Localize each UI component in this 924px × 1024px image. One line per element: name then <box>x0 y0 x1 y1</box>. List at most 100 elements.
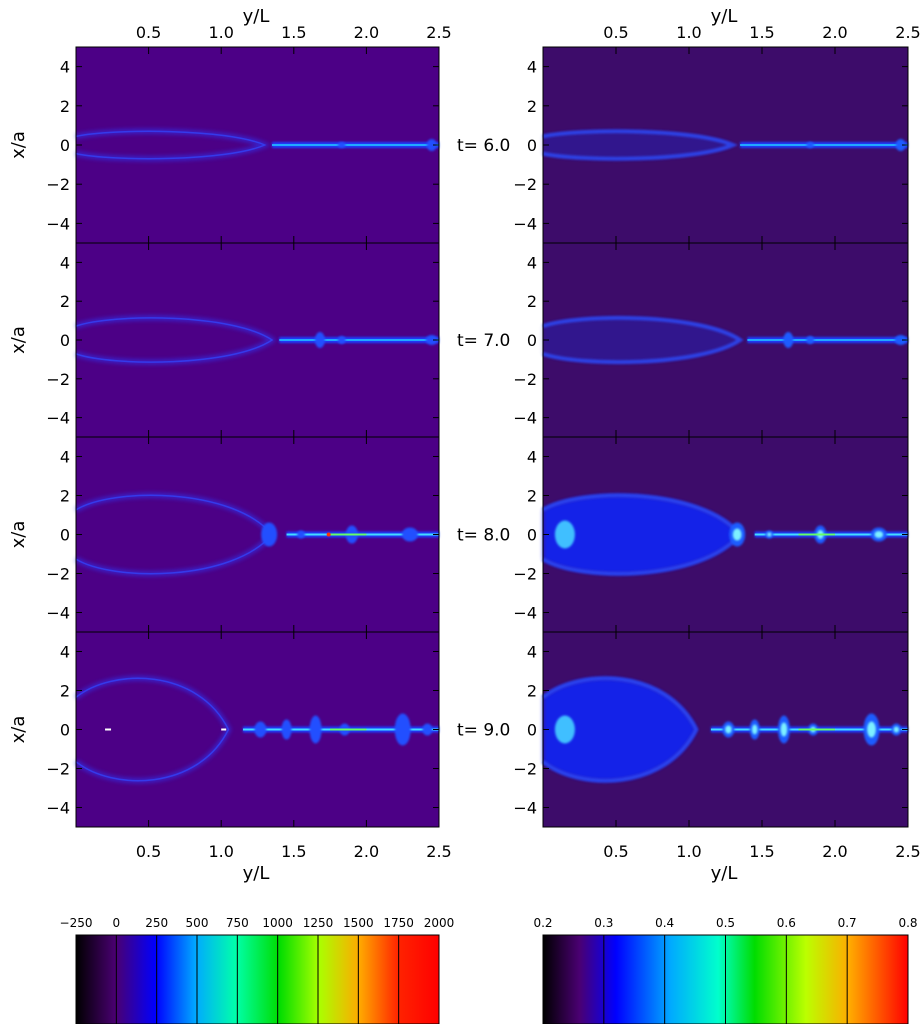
y-tick-label: −2 <box>46 175 70 194</box>
top-x-tick-label: 1.0 <box>676 23 701 42</box>
colorbar-right-tick-label: 0.8 <box>898 916 917 930</box>
small-plasmoid <box>426 139 437 151</box>
colorbar-left-tick-label: 750 <box>226 916 249 930</box>
colorbar-right-frame <box>542 934 909 1024</box>
y-axis-label: x/a <box>8 326 29 354</box>
colorbar-left-tick-label: 2000 <box>424 916 455 930</box>
y-tick-label: 2 <box>60 487 70 506</box>
hot-spot <box>326 532 331 537</box>
small-plasmoid <box>401 527 418 542</box>
small-plasmoid <box>309 715 322 744</box>
colorbar-right-tick-label: 0.5 <box>716 916 735 930</box>
y-tick-label: −4 <box>46 214 70 233</box>
plasmoid-region <box>543 495 741 574</box>
x-tick-label: 2.5 <box>426 842 451 861</box>
time-label: t= 6.0 <box>457 136 510 156</box>
y-tick-label: −2 <box>513 760 537 779</box>
current-sheet <box>279 339 439 341</box>
plasmoid-region <box>543 131 733 159</box>
plasmoid-core <box>725 725 732 734</box>
hot-spot <box>798 533 835 536</box>
top-x-tick-label: 2.0 <box>822 23 847 42</box>
x-tick-label: 2.5 <box>895 842 920 861</box>
y-tick-label: −4 <box>513 214 537 233</box>
y-tick-label: 2 <box>527 292 537 311</box>
y-tick-label: 0 <box>60 721 70 740</box>
colorbar-left-tick-label: 1750 <box>383 916 414 930</box>
top-x-tick-label: 2.5 <box>895 23 920 42</box>
small-plasmoid <box>425 335 438 345</box>
x-tick-label: 1.0 <box>208 842 233 861</box>
y-tick-label: 4 <box>60 448 70 467</box>
y-tick-label: 4 <box>527 643 537 662</box>
y-tick-label: 0 <box>60 136 70 155</box>
y-tick-label: −2 <box>46 760 70 779</box>
colorbar-left-tick-label: 0 <box>113 916 121 930</box>
time-label: t= 8.0 <box>457 526 510 546</box>
colorbar-left-frame <box>75 934 440 1024</box>
y-tick-label: 2 <box>527 682 537 701</box>
hot-spot <box>221 728 227 731</box>
y-axis-label: x/a <box>8 716 29 744</box>
plasmoid-core <box>867 721 876 738</box>
axes-layer: 4 2 0 −2 −4 x/a 4 2 0 −2 −4 x/a 4 2 0 −2 −4 x/a 4 2 0 −2 −4 x/a… <box>8 23 921 861</box>
y-tick-label: 2 <box>60 292 70 311</box>
small-plasmoid <box>806 336 815 344</box>
y-tick-label: 4 <box>527 253 537 272</box>
small-plasmoid <box>806 142 815 148</box>
separatrix <box>542 315 744 365</box>
plasmoid-region <box>543 317 741 363</box>
small-plasmoid <box>281 719 292 740</box>
panels-layer <box>74 47 908 827</box>
y-tick-label: 2 <box>527 487 537 506</box>
separatrix <box>542 129 738 161</box>
heatmap-panel <box>541 437 908 632</box>
y-tick-label: 0 <box>60 526 70 545</box>
small-plasmoid <box>783 332 794 348</box>
y-tick-label: −4 <box>46 799 70 818</box>
hot-spot <box>105 728 112 731</box>
time-label: t= 9.0 <box>457 721 510 741</box>
y-tick-label: 4 <box>60 58 70 77</box>
x-axis-label-left: y/L <box>243 863 270 884</box>
y-tick-label: −4 <box>46 604 70 623</box>
plasmoid-core <box>780 722 788 737</box>
y-tick-label: 2 <box>527 97 537 116</box>
y-tick-label: −4 <box>513 409 537 428</box>
colorbar-left-tick-label: 1500 <box>343 916 374 930</box>
x-tick-label: 0.5 <box>603 842 628 861</box>
x-tick-label: 2.0 <box>354 842 379 861</box>
y-tick-label: −2 <box>513 565 537 584</box>
colorbar-left-tick-label: 500 <box>186 916 209 930</box>
colorbar-left-tick-label: 250 <box>145 916 168 930</box>
y-axis-label: x/a <box>8 131 29 159</box>
small-plasmoid <box>337 336 346 344</box>
separatrix-core <box>75 317 274 363</box>
top-x-tick-label: 1.5 <box>749 23 774 42</box>
y-tick-label: −2 <box>46 370 70 389</box>
y-tick-label: 0 <box>527 136 537 155</box>
y-tick-label: 0 <box>527 331 537 350</box>
current-sheet <box>272 144 439 146</box>
small-plasmoid <box>394 713 411 746</box>
top-x-tick-label: 2.0 <box>354 23 379 42</box>
top-x-tick-label: 0.5 <box>603 23 628 42</box>
x-tick-label: 1.5 <box>749 842 774 861</box>
top-x-axis-label-right: y/L <box>711 6 738 27</box>
plasmoid-core <box>893 726 900 733</box>
x-axis-label-right: y/L <box>711 863 738 884</box>
y-tick-label: 0 <box>527 526 537 545</box>
colorbar-right-tick-label: 0.7 <box>838 916 857 930</box>
hot-spot <box>330 728 367 731</box>
top-x-tick-label: 1.5 <box>281 23 306 42</box>
separatrix-core <box>75 677 230 782</box>
separatrix <box>541 676 699 783</box>
y-tick-label: 4 <box>60 253 70 272</box>
y-tick-label: 0 <box>60 331 70 350</box>
y-tick-label: 4 <box>527 448 537 467</box>
plasmoid-core <box>874 531 884 538</box>
small-plasmoid <box>895 139 906 151</box>
heatmap-panel <box>542 47 908 243</box>
colorbar-left-tick-label: 1000 <box>262 916 293 930</box>
small-plasmoid <box>337 142 346 148</box>
